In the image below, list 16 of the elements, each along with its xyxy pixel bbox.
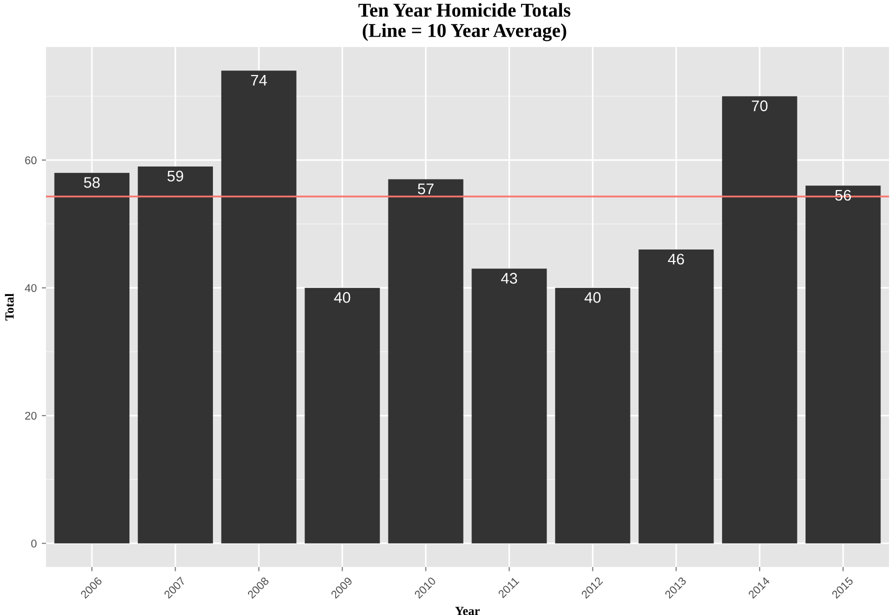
data-label: 70 (752, 100, 768, 112)
data-label: 57 (418, 184, 434, 194)
y-axis-title: Total (4, 294, 14, 320)
y-tick-label: 0 (31, 540, 37, 548)
y-tick-label: 20 (25, 412, 37, 420)
data-label: 59 (167, 170, 184, 182)
data-label: 40 (334, 292, 350, 303)
y-tick-label: 40 (24, 284, 37, 292)
y-tick-label: 60 (25, 156, 37, 164)
data-label: 46 (668, 254, 684, 265)
data-label: 43 (501, 272, 518, 284)
data-label: 74 (251, 75, 267, 86)
x-axis-title: Year (455, 606, 480, 615)
data-label: 40 (584, 292, 601, 303)
data-label: 58 (84, 177, 100, 188)
chart-title: Ten Year Homicide Totals (Line = 10 Year Average) (358, 3, 570, 42)
